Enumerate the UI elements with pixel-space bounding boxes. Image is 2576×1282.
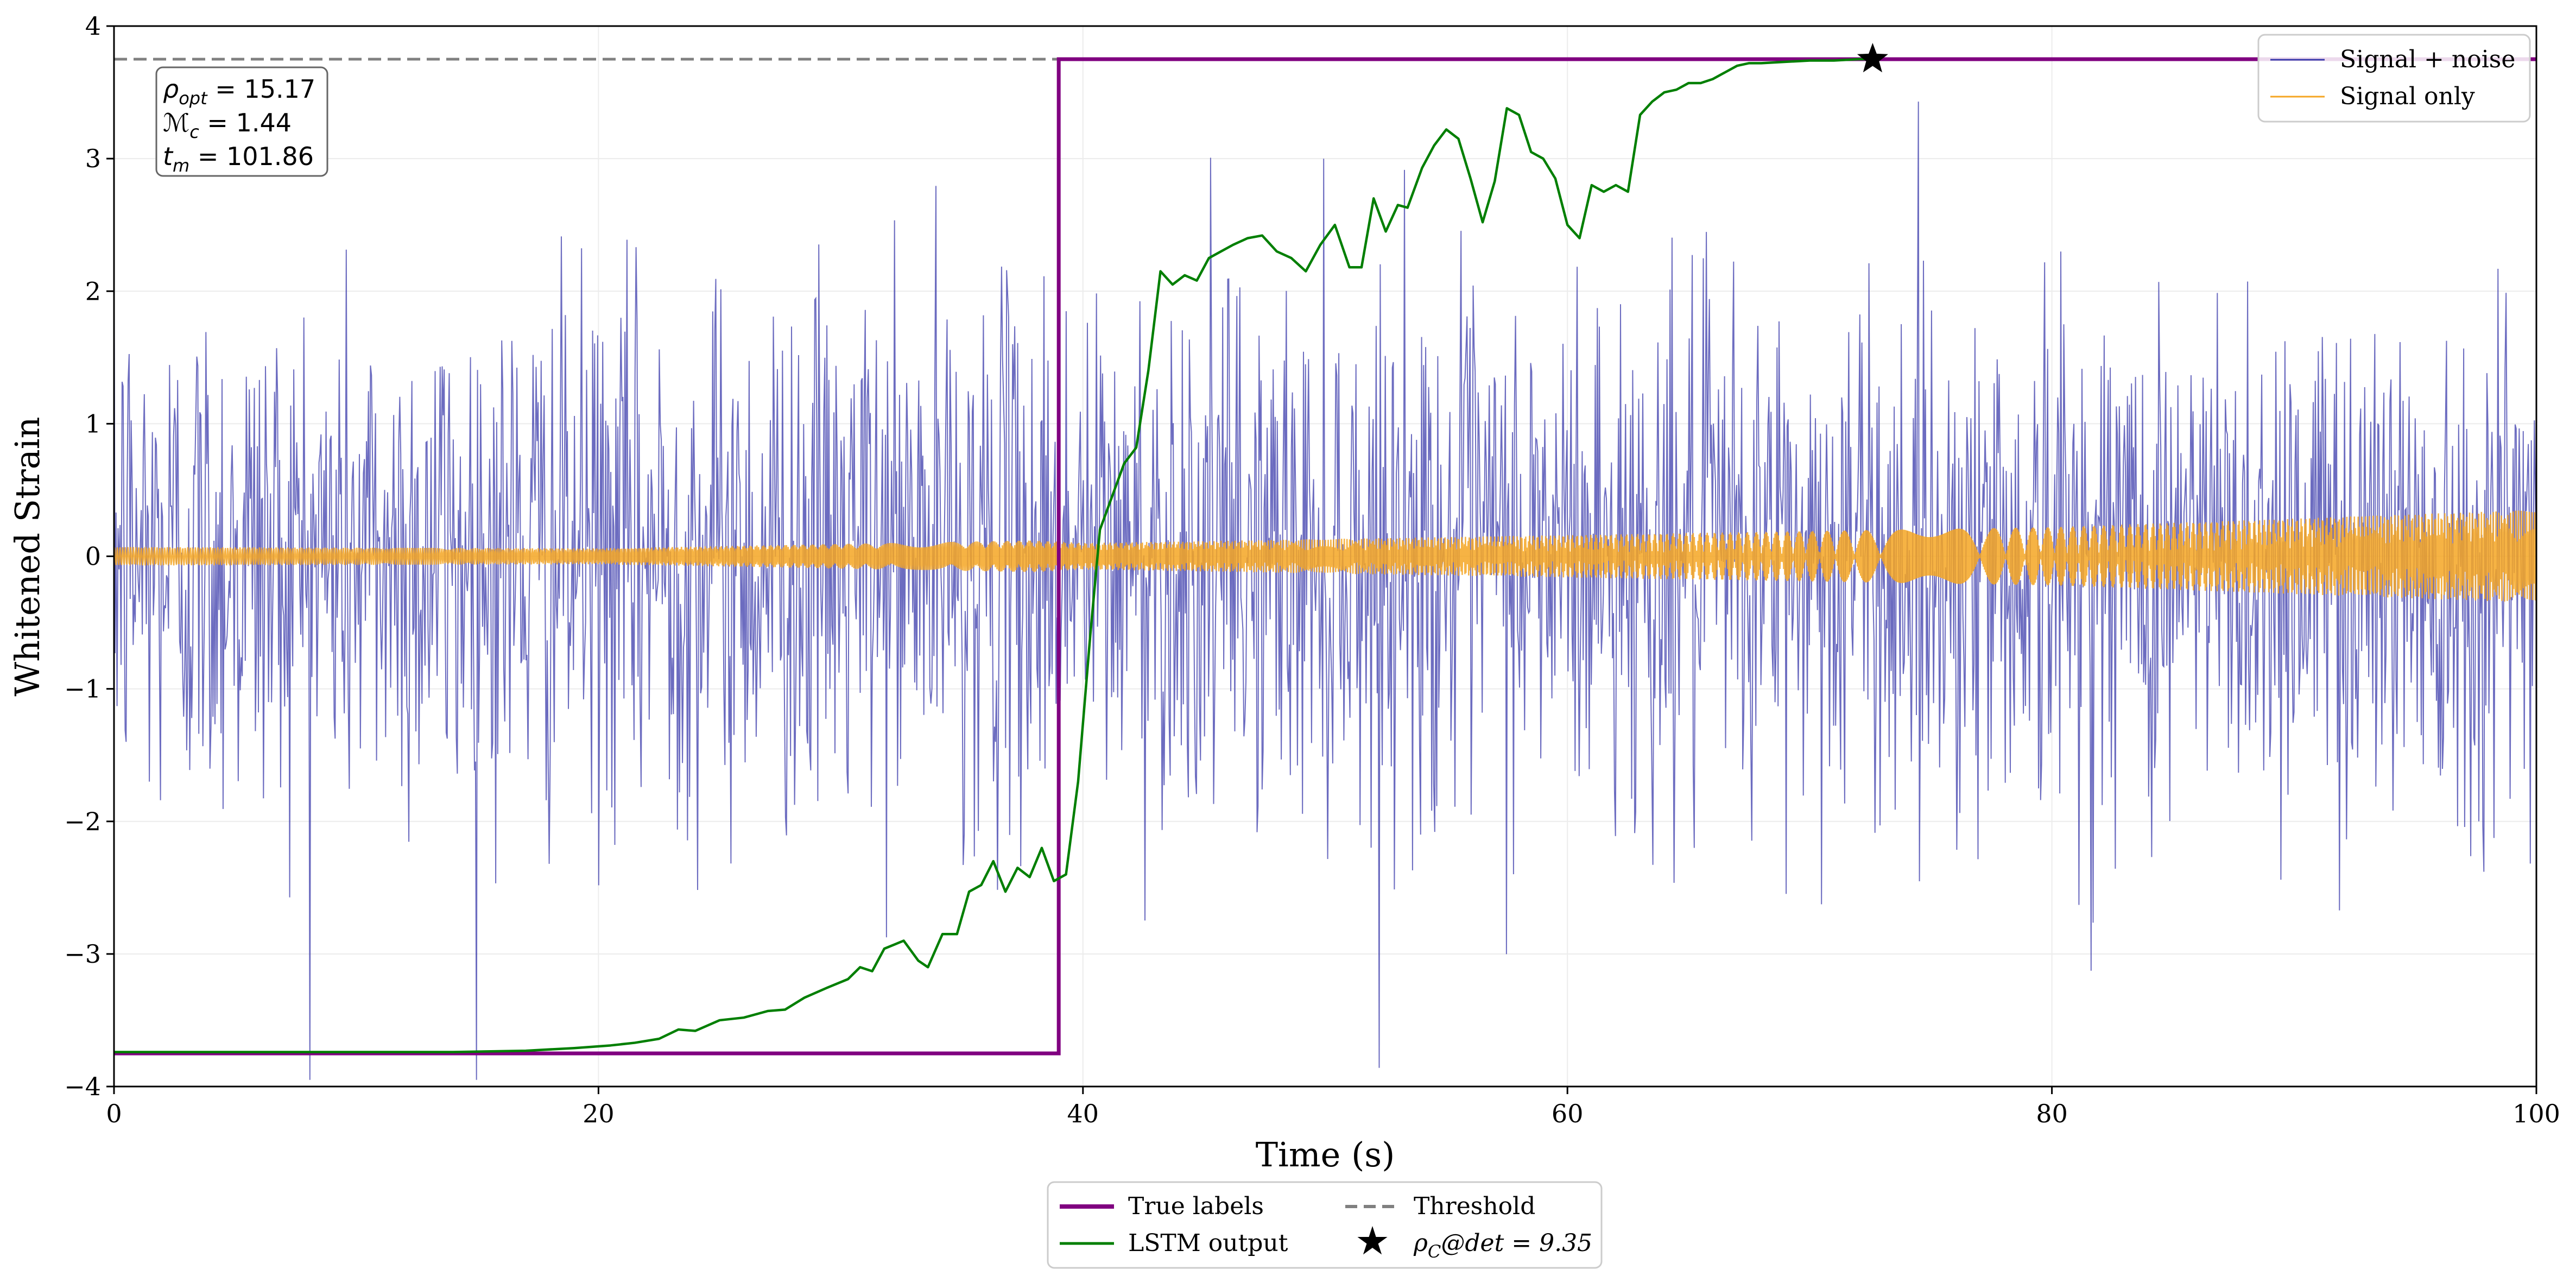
annotation-line-0: ρopt = 15.17	[163, 74, 315, 109]
legend-label-marker: ρC@det = 9.35	[1413, 1229, 1592, 1262]
plot-area	[114, 57, 2536, 1080]
legend-upper: Signal + noise Signal only	[2257, 34, 2531, 123]
y-tick-label: −2	[64, 807, 101, 836]
legend-label-lstm: LSTM output	[1128, 1229, 1288, 1257]
x-axis-label: Time (s)	[1256, 1135, 1395, 1174]
legend-swatch-marker: ★	[1355, 1218, 1390, 1264]
x-tick-label: 60	[1552, 1099, 1584, 1128]
x-tick-label: 20	[583, 1099, 615, 1128]
annotation-line-1: ℳc = 1.44	[163, 108, 292, 142]
y-tick-label: 2	[85, 276, 101, 306]
legend-label-signal-noise: Signal + noise	[2340, 46, 2515, 73]
series-lstm-output	[114, 58, 1873, 1053]
y-tick-label: 0	[85, 542, 101, 571]
legend-label-signal-only: Signal only	[2340, 83, 2475, 110]
y-tick-label: −3	[64, 939, 101, 969]
x-tick-label: 100	[2512, 1099, 2560, 1128]
annotation-box: ρopt = 15.17 ℳc = 1.44 tm = 101.86	[155, 66, 328, 177]
y-tick-label: 3	[85, 144, 101, 173]
y-axis-label: Whitened Strain	[8, 417, 47, 697]
ticks: 0 20 40 60 80 100 −4 −3 −2 −1 0 1 2 3 4	[64, 11, 2560, 1128]
y-tick-label: 4	[85, 11, 101, 41]
x-tick-label: 80	[2036, 1099, 2068, 1128]
legend-label-threshold: Threshold	[1414, 1192, 1535, 1220]
y-tick-label: −4	[64, 1072, 101, 1101]
x-tick-label: 0	[106, 1099, 122, 1128]
series-signal-noise	[114, 102, 2536, 1080]
series-signal-only	[114, 510, 2536, 602]
y-tick-label: 1	[85, 409, 101, 438]
annotation-line-2: tm = 101.86	[163, 142, 314, 176]
y-tick-label: −1	[64, 674, 101, 704]
series-true-labels	[114, 57, 2536, 1056]
detection-marker	[1857, 43, 1888, 73]
x-tick-label: 40	[1067, 1099, 1099, 1128]
legend-lower: True labels Threshold LSTM output ★ ρC@d…	[1047, 1181, 1603, 1269]
legend-label-true-labels: True labels	[1128, 1192, 1264, 1220]
